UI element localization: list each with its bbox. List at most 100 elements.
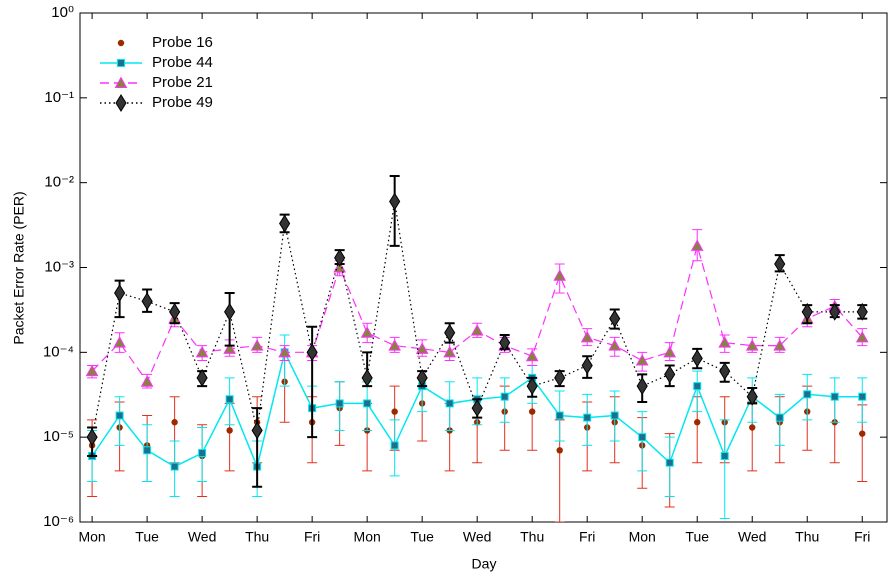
marker [279, 214, 291, 233]
marker [415, 342, 429, 354]
marker [526, 377, 538, 396]
marker [141, 292, 153, 311]
legend-marker [114, 76, 128, 88]
marker [719, 362, 731, 381]
marker [390, 441, 399, 450]
y-tick-label: 10⁻⁵ [43, 428, 74, 445]
marker [555, 411, 564, 420]
marker [693, 382, 702, 391]
marker [114, 284, 126, 302]
marker [470, 324, 484, 336]
marker [855, 330, 869, 343]
y-tick-label: 10⁻² [44, 174, 74, 191]
marker [171, 419, 178, 426]
marker [665, 458, 674, 467]
y-tick-label: 10⁻¹ [44, 89, 74, 106]
error-bar [252, 407, 263, 488]
legend-label: Probe 49 [152, 94, 213, 111]
marker [554, 368, 566, 387]
marker [198, 449, 207, 458]
marker [251, 421, 263, 440]
y-tick-label: 10⁰ [51, 4, 74, 21]
marker [226, 427, 233, 434]
marker [859, 430, 866, 437]
plot-area [85, 174, 869, 522]
y-axis-label: Packet Error Rate (PER) [11, 191, 27, 344]
x-axis-label: Day [472, 556, 497, 572]
marker [525, 349, 539, 362]
marker [443, 345, 457, 358]
marker [143, 446, 152, 455]
x-tick-label: Mon [629, 529, 656, 545]
marker [85, 364, 99, 377]
legend-label: Probe 21 [152, 74, 213, 91]
marker [830, 392, 839, 401]
marker [690, 239, 704, 251]
marker [583, 413, 592, 422]
marker [224, 302, 236, 321]
error-bar [692, 370, 703, 413]
marker [196, 368, 208, 387]
marker [610, 411, 619, 420]
marker [416, 368, 428, 387]
error-bar [307, 325, 318, 439]
marker [445, 399, 454, 408]
x-tick-label: Tue [685, 529, 709, 545]
marker [664, 365, 676, 384]
marker [170, 462, 179, 471]
marker [694, 419, 701, 426]
legend-marker [115, 94, 127, 112]
marker [803, 390, 812, 399]
x-tick-label: Wed [188, 529, 217, 545]
marker [333, 260, 346, 273]
x-tick-label: Thu [795, 529, 819, 545]
marker [856, 302, 868, 321]
x-tick-label: Thu [520, 529, 544, 545]
series-line [91, 243, 863, 383]
marker [553, 269, 567, 281]
marker [858, 392, 867, 401]
marker [115, 411, 124, 420]
marker [140, 375, 154, 387]
error-bar [719, 419, 730, 519]
marker [306, 343, 318, 362]
marker [746, 387, 758, 406]
marker [609, 309, 621, 328]
marker [636, 377, 648, 396]
x-tick-label: Fri [304, 529, 320, 545]
marker [775, 413, 784, 422]
marker [334, 248, 346, 267]
legend-label: Probe 16 [152, 34, 213, 51]
marker [499, 333, 511, 352]
marker [773, 339, 787, 351]
marker [801, 302, 813, 321]
marker [113, 336, 126, 348]
x-tick-label: Fri [854, 529, 870, 545]
legend-label: Probe 44 [152, 54, 213, 71]
x-tick-label: Wed [463, 529, 492, 545]
marker [444, 323, 456, 342]
legend-marker [117, 59, 125, 67]
error-bar [664, 436, 675, 497]
marker [278, 345, 291, 358]
marker [580, 330, 594, 343]
marker [223, 342, 236, 354]
marker [250, 339, 264, 351]
marker [638, 433, 647, 442]
marker [745, 339, 759, 351]
marker [635, 354, 649, 366]
marker [718, 336, 732, 348]
error-bar [114, 396, 125, 446]
x-tick-label: Mon [354, 529, 381, 545]
y-tick-label: 10⁻⁶ [43, 513, 74, 530]
x-tick-label: Tue [135, 529, 159, 545]
marker [829, 302, 841, 321]
marker [528, 408, 536, 415]
y-tick-label: 10⁻⁴ [43, 343, 74, 360]
marker [691, 349, 703, 368]
marker [225, 395, 234, 404]
marker [361, 368, 373, 387]
marker [608, 339, 622, 351]
